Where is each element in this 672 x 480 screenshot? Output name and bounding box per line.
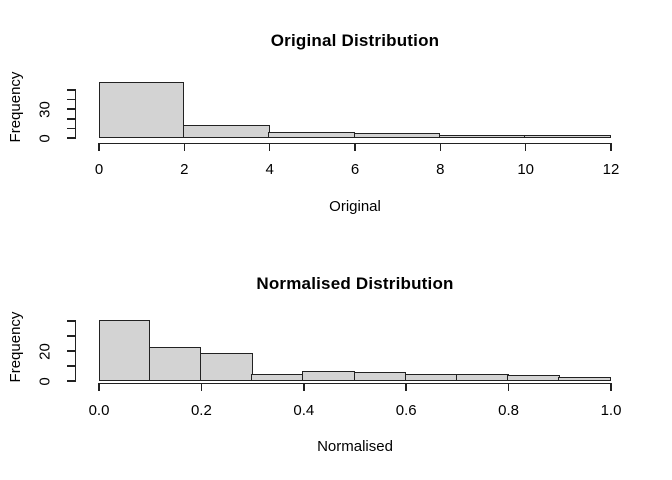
histogram-bar — [558, 376, 611, 381]
histogram-bar — [438, 134, 526, 138]
x-tick-label: 0.2 — [190, 402, 212, 419]
y-axis-label: Frequency — [7, 311, 24, 383]
y-axis-line — [74, 320, 76, 382]
histogram-bar — [182, 124, 270, 138]
x-tick-label: 4 — [265, 161, 274, 178]
histogram-bar — [148, 346, 202, 381]
x-tick — [268, 143, 271, 151]
x-tick — [610, 143, 612, 151]
x-tick-label: 0.6 — [395, 402, 417, 419]
x-tick — [507, 383, 510, 391]
x-tick — [200, 383, 203, 391]
y-tick — [67, 98, 75, 101]
x-tick — [610, 383, 612, 391]
x-tick-label: 10 — [517, 161, 534, 178]
x-tick-label: 0 — [94, 161, 104, 178]
histogram-bar — [99, 81, 185, 138]
x-tick — [405, 383, 407, 391]
histogram-bar — [353, 132, 441, 138]
x-tick-label: 12 — [602, 161, 620, 178]
x-tick — [183, 143, 186, 151]
x-tick-label: 0.0 — [88, 402, 110, 419]
y-axis-label: Frequency — [7, 71, 24, 143]
y-tick — [67, 380, 75, 382]
y-tick — [67, 365, 75, 367]
y-tick — [67, 137, 75, 139]
x-tick — [98, 143, 100, 151]
histogram-bar — [99, 319, 151, 381]
chart-title: Normalised Distribution — [256, 274, 454, 293]
y-tick — [67, 118, 75, 120]
histogram-bar — [524, 135, 611, 138]
histogram-bar — [302, 370, 355, 381]
y-tick — [67, 127, 75, 130]
y-tick-label: 30 — [36, 100, 54, 118]
x-axis-line — [98, 382, 612, 385]
x-tick-label: 8 — [436, 161, 445, 178]
x-tick-label: 0.8 — [498, 402, 520, 419]
x-tick — [98, 383, 100, 391]
y-tick — [67, 335, 75, 337]
y-tick — [67, 108, 75, 110]
x-tick-label: 2 — [180, 161, 189, 178]
histogram-bar — [268, 131, 355, 138]
chart-title: Original Distribution — [270, 31, 440, 50]
y-axis-line — [74, 89, 76, 139]
x-tick — [524, 143, 527, 151]
histogram-bar — [353, 372, 407, 381]
x-axis-label: Original — [329, 198, 381, 215]
histogram-bar — [199, 352, 253, 381]
y-tick-label: 20 — [36, 342, 54, 360]
x-axis-label: Normalised — [317, 438, 393, 455]
x-tick — [354, 143, 356, 151]
histogram-bar — [507, 375, 560, 381]
y-tick — [67, 89, 75, 91]
x-tick-label: 6 — [350, 161, 360, 178]
x-tick-label: 1.0 — [600, 402, 622, 419]
y-tick — [67, 350, 75, 352]
y-tick — [67, 320, 75, 322]
x-tick — [303, 383, 305, 391]
histogram-bar — [404, 373, 458, 381]
x-tick-label: 0.4 — [293, 402, 315, 419]
histogram-bar — [455, 373, 509, 381]
histogram-bar — [251, 373, 304, 381]
x-tick — [439, 143, 442, 151]
